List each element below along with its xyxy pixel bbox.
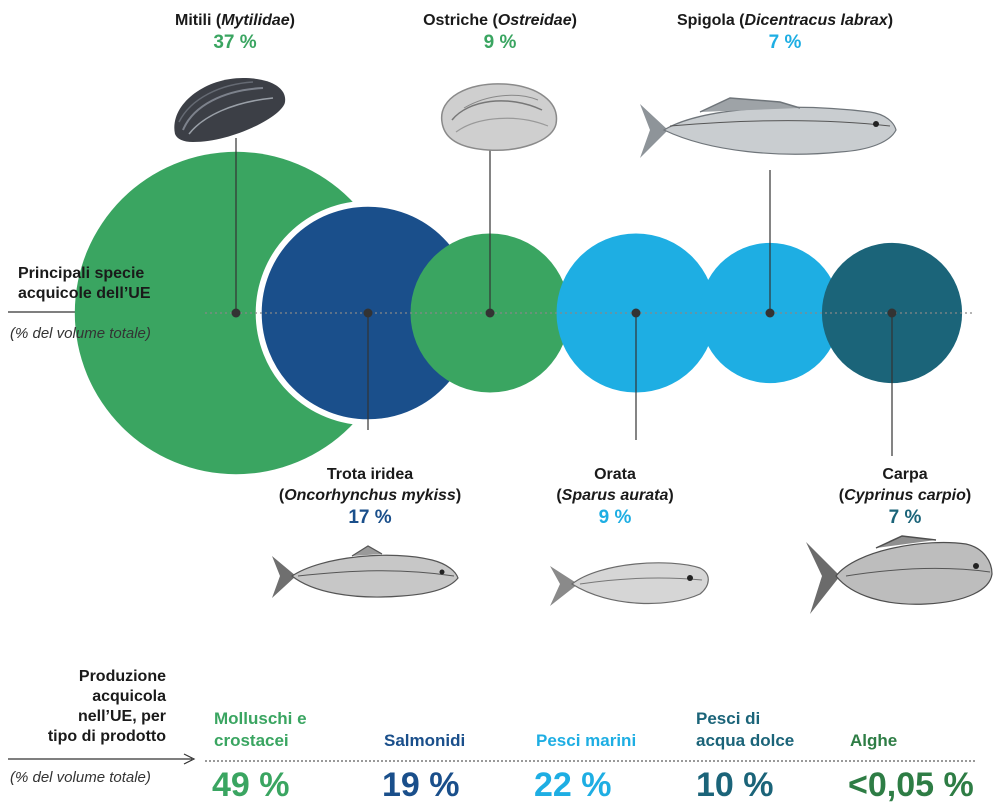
left-axis-title-line2: acquicole dell’UE [18, 285, 151, 302]
category-label-line: Pesci marini [536, 731, 637, 750]
category-dolce: Pesci di acqua dolce [696, 708, 794, 752]
species-value: 17 % [348, 507, 392, 528]
bubble-center-dot [765, 308, 775, 318]
trout-icon [272, 545, 459, 598]
production-dotted-line [205, 760, 975, 762]
category-marini: Pesci marini [536, 730, 636, 752]
species-label-orata: Orata (Sparus aurata) 9 % [520, 464, 710, 530]
category-label-line: Salmonidi [384, 731, 466, 750]
species-latin: Ostreidae [497, 12, 572, 29]
left-axis-label: Principali specie acquicole dell’UE [18, 264, 150, 304]
species-value: 9 % [598, 507, 632, 528]
category-label-line: Molluschi e [214, 709, 307, 728]
production-title-line: nell’UE, per [77, 708, 166, 725]
production-title-line: Produzione [78, 668, 166, 685]
production-arrow [8, 753, 196, 765]
left-axis-note: (% del volume totale) [10, 325, 151, 342]
species-value: 7 % [768, 32, 802, 53]
category-molluschi: Molluschi e crostacei [214, 708, 307, 752]
species-latin: Dicentracus labrax [744, 12, 888, 29]
left-axis-title-line1: Principali specie [18, 265, 145, 282]
species-name: Ostriche [423, 12, 488, 29]
category-label-line: Pesci di [696, 709, 761, 728]
bubble-center-dot [485, 308, 495, 318]
species-value: 7 % [888, 507, 922, 528]
category-value-alghe: <0,05 % [848, 766, 974, 804]
species-name: Carpa [882, 466, 928, 483]
production-note: (% del volume totale) [10, 769, 151, 786]
category-value-salmonidi: 19 % [382, 766, 460, 804]
category-value-dolce: 10 % [696, 766, 774, 804]
carp-icon [806, 535, 993, 614]
bubble-center-dot [887, 308, 897, 318]
species-value: 9 % [483, 32, 517, 53]
species-latin: Sparus aurata [561, 487, 669, 504]
species-label-trota: Trota iridea (Oncorhynchus mykiss) 17 % [250, 464, 490, 530]
category-label-line: acqua dolce [696, 731, 795, 750]
production-title-line: acquicola [92, 688, 166, 705]
bubble-center-dot [631, 308, 641, 318]
category-value-marini: 22 % [534, 766, 612, 804]
species-label-spigola: Spigola (Dicentracus labrax) 7 % [650, 10, 920, 55]
category-label-line: crostacei [214, 731, 289, 750]
production-title-line: tipo di prodotto [47, 728, 166, 745]
species-label-ostriche: Ostriche (Ostreidae) 9 % [390, 10, 610, 55]
species-label-mitili: Mitili (Mytilidae) 37 % [140, 10, 330, 55]
category-value-molluschi: 49 % [212, 766, 290, 804]
seabass-icon [640, 97, 897, 158]
species-name: Mitili [174, 12, 212, 29]
category-alghe: Alghe [850, 730, 897, 752]
species-label-carpa: Carpa (Cyprinus carpio) 7 % [820, 464, 990, 530]
category-salmonidi: Salmonidi [384, 730, 465, 752]
species-name: Trota iridea [326, 466, 414, 483]
mussel-icon [174, 78, 286, 142]
species-latin: Oncorhynchus mykiss [284, 487, 456, 504]
oyster-icon [441, 83, 558, 151]
species-name: Spigola [676, 12, 735, 29]
category-label-line: Alghe [850, 731, 898, 750]
species-value: 37 % [213, 32, 257, 53]
species-latin: Mytilidae [221, 12, 290, 29]
bubble-center-dot [363, 308, 373, 318]
species-latin: Cyprinus carpio [844, 487, 966, 504]
seabream-icon [550, 562, 709, 606]
species-name: Orata [594, 466, 636, 483]
bubble-center-dot [231, 308, 241, 318]
production-title: Produzione acquicola nell’UE, per tipo d… [40, 667, 166, 747]
